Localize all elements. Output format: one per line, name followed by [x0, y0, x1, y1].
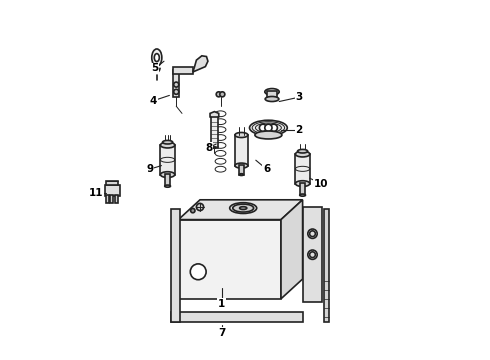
Bar [211, 117, 218, 148]
Bar [324, 209, 329, 322]
Ellipse shape [297, 149, 308, 153]
Circle shape [270, 124, 277, 131]
Bar [267, 91, 277, 99]
Text: 6: 6 [263, 164, 270, 174]
Ellipse shape [239, 174, 244, 175]
Polygon shape [210, 112, 219, 119]
Ellipse shape [265, 89, 279, 95]
Bar [173, 70, 179, 97]
Bar [303, 207, 322, 302]
Circle shape [191, 208, 195, 213]
Circle shape [190, 264, 206, 280]
Bar [165, 174, 171, 186]
Ellipse shape [163, 140, 172, 144]
Ellipse shape [295, 151, 310, 157]
Text: 2: 2 [295, 125, 303, 135]
Ellipse shape [213, 147, 216, 148]
Circle shape [174, 89, 179, 94]
Bar [171, 312, 303, 322]
Ellipse shape [165, 185, 171, 187]
Circle shape [196, 203, 204, 211]
Ellipse shape [255, 131, 282, 139]
Ellipse shape [265, 96, 279, 102]
Circle shape [308, 250, 317, 259]
Bar [160, 145, 175, 175]
Ellipse shape [235, 132, 248, 138]
Text: 11: 11 [88, 188, 103, 198]
Text: 3: 3 [295, 92, 303, 102]
Circle shape [220, 92, 225, 97]
Bar [173, 67, 193, 74]
Bar [239, 165, 244, 175]
Bar [106, 181, 118, 185]
Circle shape [174, 82, 179, 87]
Ellipse shape [235, 163, 248, 168]
Bar [106, 195, 109, 203]
Bar [178, 220, 281, 299]
Text: 5: 5 [151, 63, 159, 73]
Circle shape [265, 124, 272, 131]
Text: 1: 1 [218, 299, 225, 309]
Ellipse shape [295, 181, 310, 186]
Text: 4: 4 [149, 96, 157, 106]
Ellipse shape [300, 194, 305, 196]
Ellipse shape [230, 203, 257, 213]
Circle shape [310, 231, 316, 237]
Ellipse shape [152, 49, 162, 66]
Text: 10: 10 [313, 179, 328, 189]
Circle shape [259, 124, 267, 131]
Bar [295, 154, 310, 184]
Circle shape [310, 252, 316, 258]
Ellipse shape [249, 120, 287, 135]
Bar [104, 185, 120, 196]
Ellipse shape [160, 142, 175, 148]
Polygon shape [281, 200, 303, 299]
Polygon shape [178, 200, 303, 220]
Bar [115, 195, 118, 203]
Bar [300, 183, 305, 195]
Circle shape [216, 92, 221, 97]
Bar [110, 195, 113, 203]
Text: 9: 9 [146, 164, 153, 174]
Bar [235, 135, 248, 166]
Circle shape [308, 229, 317, 238]
Bar [171, 209, 180, 322]
Text: 8: 8 [205, 143, 213, 153]
Text: 7: 7 [218, 328, 225, 338]
Ellipse shape [160, 172, 175, 177]
Ellipse shape [240, 207, 247, 210]
Ellipse shape [154, 54, 159, 62]
Polygon shape [193, 56, 208, 72]
Ellipse shape [233, 204, 254, 212]
